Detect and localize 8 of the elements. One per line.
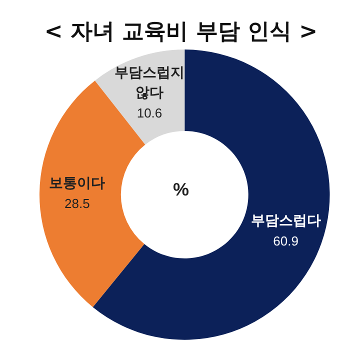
text: % <box>173 180 190 200</box>
data-label: 10.6 <box>136 106 162 121</box>
slice-label: 부담스럽지 않다 <box>114 65 184 102</box>
slice-label: 부담스럽다 <box>250 212 321 229</box>
slice-label: 보통이다 <box>49 176 106 192</box>
chart-title: < 자녀 교육비 부담 인식 > <box>44 20 318 44</box>
data-label: 28.5 <box>64 196 90 212</box>
data-label: 60.9 <box>273 233 298 248</box>
